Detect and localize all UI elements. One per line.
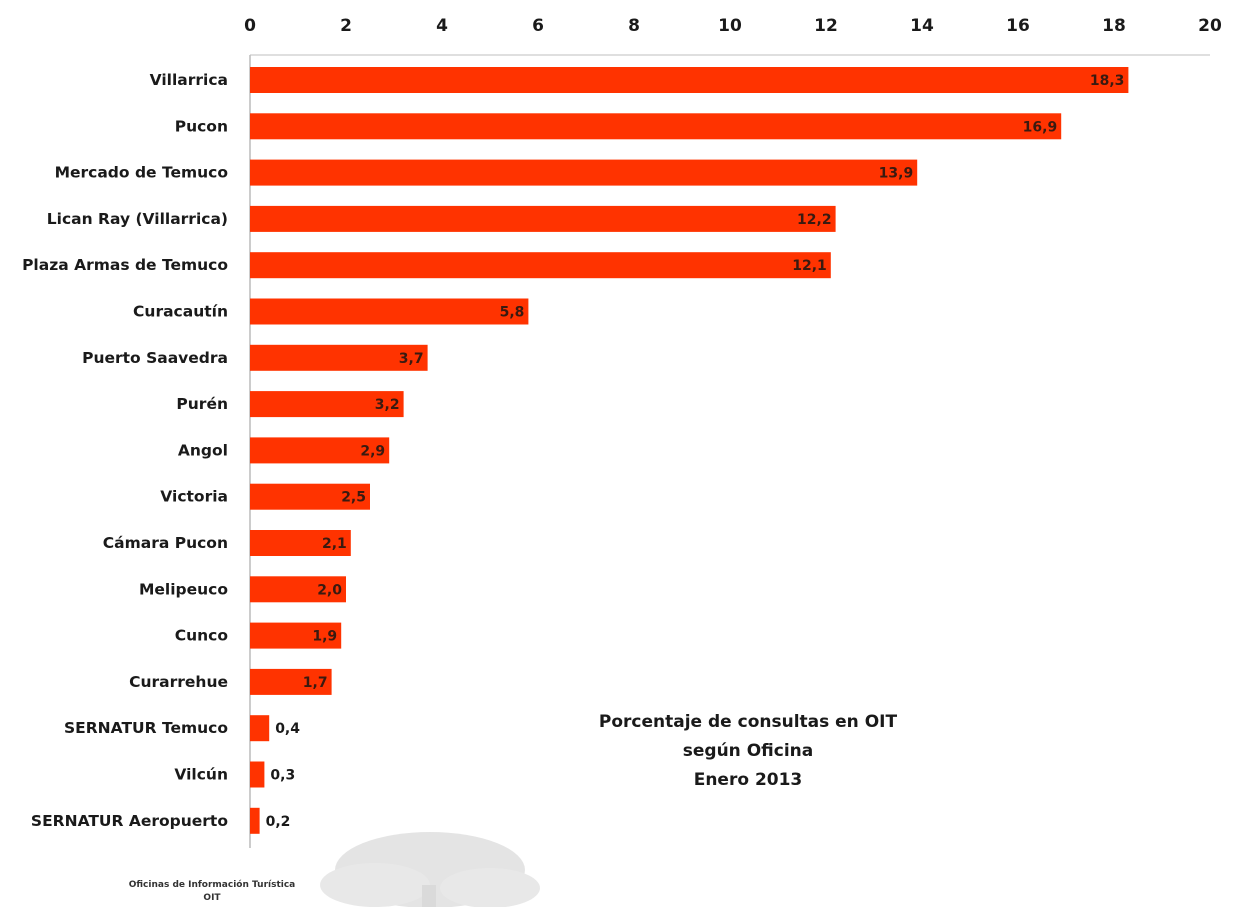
category-label: Puerto Saavedra [82,349,228,367]
title-line-3: Enero 2013 [694,770,803,790]
bar [250,159,918,186]
data-label: 0,2 [266,814,291,830]
category-label: Cámara Pucon [103,534,228,552]
data-label: 3,7 [399,351,424,367]
category-label: Plaza Armas de Temuco [22,256,228,274]
category-label: Mercado de Temuco [55,164,228,182]
x-tick-label: 4 [436,16,448,36]
data-label: 2,5 [341,490,366,506]
data-label: 0,3 [270,768,295,784]
bar [250,391,404,418]
chart-title: Porcentaje de consultas en OIT según Ofi… [599,712,898,790]
x-tick-label: 20 [1198,16,1222,36]
title-line-2: según Oficina [683,741,813,761]
x-tick-label: 10 [718,16,742,36]
bar [250,205,836,232]
x-tick-label: 16 [1006,16,1030,36]
bar [250,668,332,695]
footer-line-1: Oficinas de Información Turística [129,879,296,890]
bar [250,807,260,834]
title-line-1: Porcentaje de consultas en OIT [599,712,898,732]
x-tick-label: 8 [628,16,640,36]
x-tick-label: 6 [532,16,544,36]
category-label: Melipeuco [139,580,228,598]
data-label: 1,7 [303,675,328,691]
category-label: Cunco [175,627,228,645]
bar [250,715,270,742]
data-label: 0,4 [275,721,300,737]
data-label: 2,0 [317,582,342,598]
data-label: 5,8 [500,305,525,321]
data-label: 12,1 [792,258,827,274]
x-tick-label: 14 [910,16,934,36]
category-label: Pucon [175,117,228,135]
category-label: Curacautín [133,303,228,321]
bar [250,530,351,556]
x-tick-label: 12 [814,16,838,36]
category-label: Curarrehue [129,673,228,691]
bar [250,252,831,279]
data-label: 2,1 [322,536,347,552]
x-tick-label: 18 [1102,16,1126,36]
data-label: 3,2 [375,397,400,413]
category-label: SERNATUR Aeropuerto [31,812,228,830]
footer-logo-text: Oficinas de Información Turística OIT [129,879,296,903]
bar [250,344,428,371]
category-labels: Villarrica Pucon Mercado de Temuco Lican Ra… [22,71,228,830]
category-label: Victoria [160,488,228,506]
category-label: Villarrica [150,71,228,89]
bar [250,298,529,325]
category-label: Vilcún [174,766,228,784]
data-label: 2,9 [360,443,385,459]
x-tick-label: 2 [340,16,352,36]
data-label: 13,9 [879,166,914,182]
bar [250,622,342,649]
bar [250,761,265,788]
x-tick-label: 0 [244,16,256,36]
footer-line-2: OIT [203,893,221,903]
data-label: 18,3 [1090,73,1125,89]
bar [250,67,1129,93]
category-label: Lican Ray (Villarrica) [47,210,228,228]
bar [250,113,1062,140]
category-label: Angol [178,441,228,459]
data-label: 16,9 [1023,119,1058,135]
data-label: 12,2 [797,212,832,228]
bar [250,576,346,603]
bar [250,437,390,464]
bars [250,67,1129,834]
bar [250,483,370,510]
category-label: SERNATUR Temuco [64,719,228,737]
value-labels: 18,3 16,9 13,9 12,2 12,1 5,8 3,7 3,2 2,9 2,5 2,1 2,… [266,73,1125,830]
category-label: Purén [176,395,228,413]
data-label: 1,9 [312,629,337,645]
tree-watermark [320,832,540,908]
